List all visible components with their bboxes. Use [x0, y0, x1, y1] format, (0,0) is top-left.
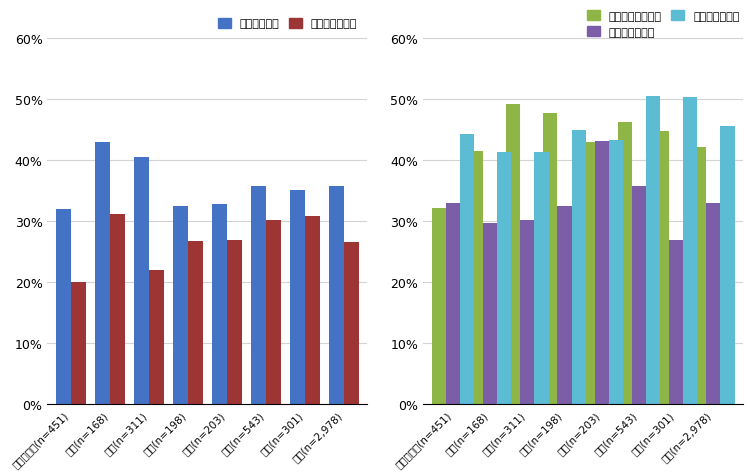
Legend: 定型認識業務, 定型手仕事業務: 定型認識業務, 定型手仕事業務: [213, 14, 362, 34]
Bar: [609, 141, 623, 405]
Bar: [134, 158, 148, 405]
Bar: [460, 135, 474, 405]
Bar: [212, 205, 226, 405]
Bar: [446, 204, 460, 405]
Bar: [720, 126, 734, 405]
Bar: [669, 240, 683, 405]
Bar: [110, 215, 125, 405]
Bar: [683, 98, 698, 405]
Bar: [469, 152, 483, 405]
Bar: [655, 132, 669, 405]
Bar: [572, 130, 586, 405]
Bar: [251, 187, 266, 405]
Bar: [646, 97, 660, 405]
Bar: [543, 113, 557, 405]
Bar: [290, 190, 304, 405]
Bar: [595, 141, 609, 405]
Bar: [580, 143, 595, 405]
Bar: [618, 123, 632, 405]
Bar: [188, 242, 202, 405]
Bar: [266, 220, 280, 405]
Bar: [432, 208, 446, 405]
Legend: 非定型手仕事業務, 非定型分析業務, 非定型相互業務: 非定型手仕事業務, 非定型分析業務, 非定型相互業務: [582, 6, 744, 42]
Bar: [226, 240, 242, 405]
Bar: [344, 243, 358, 405]
Bar: [304, 217, 320, 405]
Bar: [56, 210, 70, 405]
Bar: [520, 221, 535, 405]
Bar: [557, 207, 572, 405]
Bar: [692, 148, 706, 405]
Bar: [329, 187, 344, 405]
Bar: [173, 207, 188, 405]
Bar: [148, 270, 164, 405]
Bar: [95, 143, 109, 405]
Bar: [70, 283, 86, 405]
Bar: [632, 187, 646, 405]
Bar: [535, 153, 548, 405]
Bar: [483, 223, 497, 405]
Bar: [497, 153, 512, 405]
Bar: [706, 204, 720, 405]
Bar: [506, 105, 520, 405]
